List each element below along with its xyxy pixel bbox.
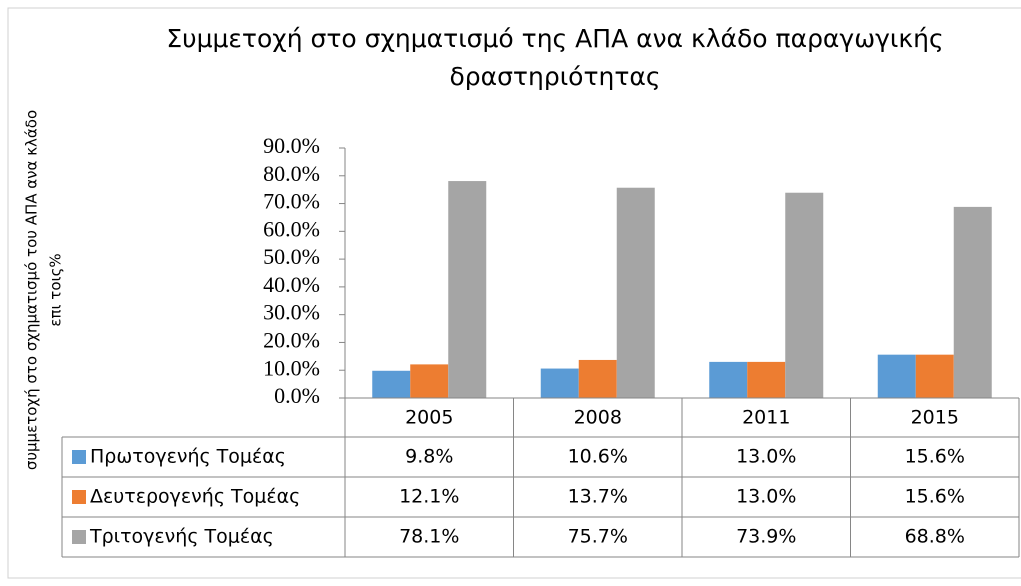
bar <box>953 206 992 398</box>
data-label: 15.6% <box>905 446 965 468</box>
data-label: 75.7% <box>568 526 628 548</box>
bar <box>709 361 748 398</box>
data-label: 10.6% <box>568 446 628 468</box>
data-label: 9.8% <box>405 446 453 468</box>
bar <box>747 361 786 398</box>
y-tick-label: 10.0% <box>263 355 320 380</box>
legend-label: Τριτογενής Τομέας <box>89 526 274 548</box>
legend-swatch <box>72 530 86 544</box>
bar <box>578 359 617 398</box>
y-tick-label: 30.0% <box>263 300 320 325</box>
y-tick-label: 70.0% <box>263 189 320 214</box>
legend-label: Δευτερογενής Τομέας <box>90 486 300 508</box>
data-label: 78.1% <box>399 526 459 548</box>
x-tick-label: 2011 <box>742 407 790 429</box>
bar <box>540 368 579 398</box>
y-axis-label: επι τοις% <box>47 253 65 326</box>
chart-title: Συμμετοχή στο σχηματισμό της ΑΠΑ ανα κλά… <box>166 24 943 91</box>
y-tick-label: 40.0% <box>263 272 320 297</box>
y-tick-label: 20.0% <box>263 327 320 352</box>
x-tick-label: 2005 <box>405 407 453 429</box>
bar <box>448 181 487 398</box>
legend-swatch <box>72 450 86 464</box>
bar <box>877 354 916 398</box>
y-tick-label: 80.0% <box>263 161 320 186</box>
data-label: 68.8% <box>905 526 965 548</box>
bar <box>785 192 824 398</box>
bar <box>616 187 655 398</box>
chart-frame <box>7 7 1021 579</box>
legend-swatch <box>72 490 86 504</box>
y-tick-label: 0.0% <box>274 383 320 408</box>
bar <box>915 354 954 398</box>
bar <box>410 364 449 398</box>
y-tick-label: 50.0% <box>263 244 320 269</box>
data-label: 12.1% <box>399 486 459 508</box>
y-axis-label: συμμετοχή στο σχηματισμό του ΑΠΑ ανα κλά… <box>23 110 41 470</box>
y-tick-label: 60.0% <box>263 216 320 241</box>
data-label: 13.0% <box>736 446 796 468</box>
data-label: 13.0% <box>736 486 796 508</box>
data-label: 15.6% <box>905 486 965 508</box>
y-tick-label: 90.0% <box>263 133 320 158</box>
legend-label: Πρωτογενής Τομέας <box>90 446 286 468</box>
x-tick-label: 2015 <box>911 407 959 429</box>
data-label: 73.9% <box>736 526 796 548</box>
bar <box>372 370 411 398</box>
data-label: 13.7% <box>568 486 628 508</box>
x-tick-label: 2008 <box>574 407 622 429</box>
